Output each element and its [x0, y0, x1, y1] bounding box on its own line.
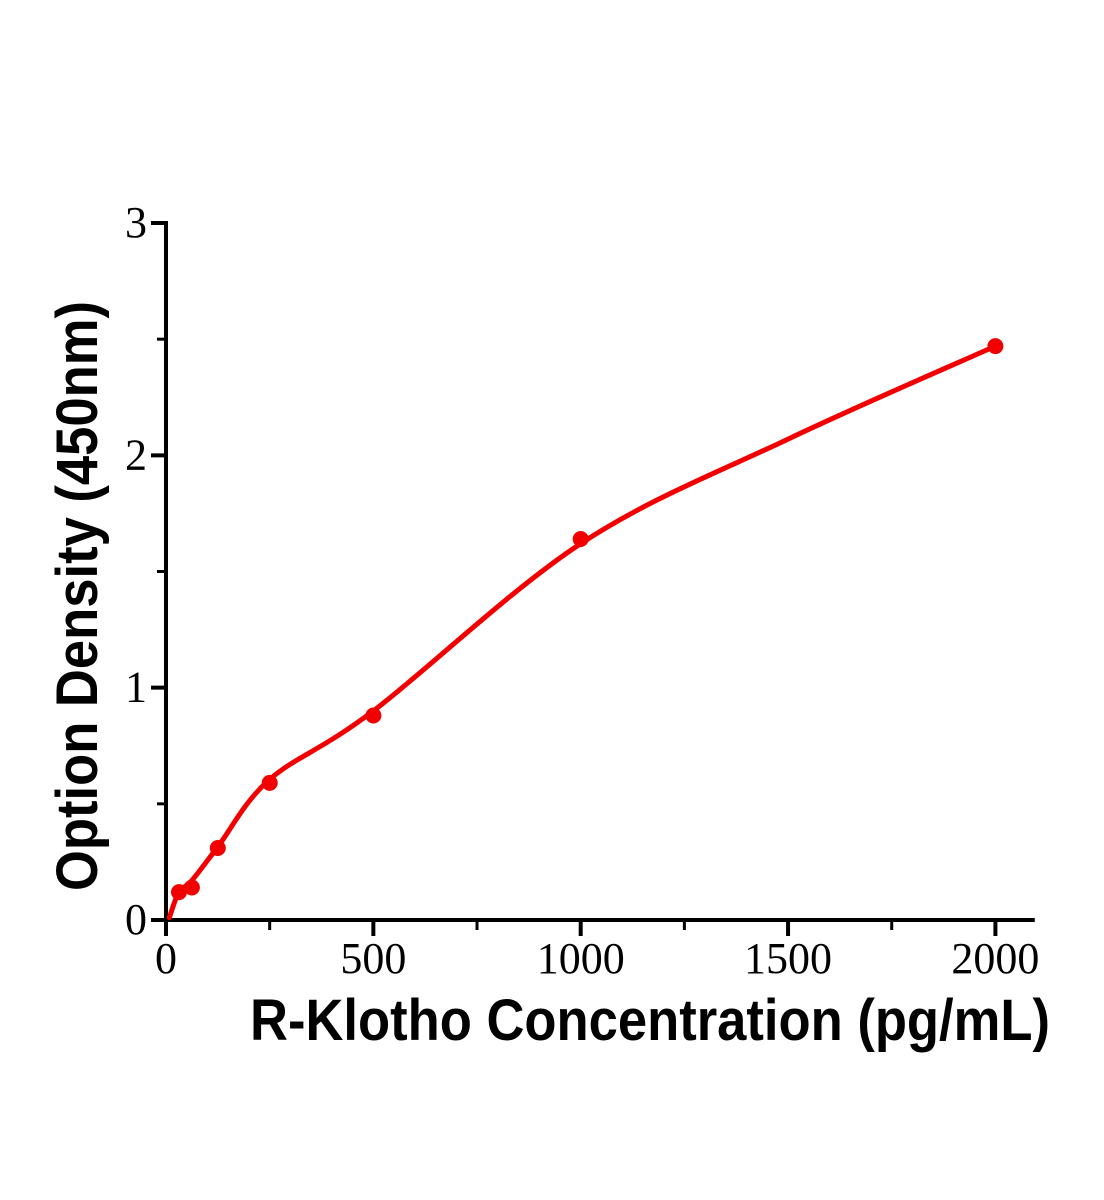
x-axis-title: R-Klotho Concentration (pg/mL) — [250, 988, 1050, 1053]
x-tick-label: 500 — [340, 934, 406, 983]
series-layer — [166, 338, 1004, 921]
data-point-marker — [209, 840, 226, 856]
y-tick-label: 2 — [125, 430, 147, 479]
data-point-marker — [572, 531, 589, 547]
y-tick-label: 0 — [125, 895, 147, 944]
axes-layer: 0 500 1000 1500 2000 0 1 2 3 — [125, 198, 1039, 983]
data-point-marker — [987, 338, 1004, 355]
x-tick-label: 1000 — [537, 934, 625, 983]
data-point-marker — [261, 774, 278, 791]
y-tick-label: 3 — [125, 198, 147, 247]
x-tick-label: 0 — [155, 934, 177, 983]
data-point-marker — [171, 884, 187, 901]
y-tick-label: 1 — [125, 663, 147, 712]
x-tick-label: 1500 — [744, 934, 832, 983]
data-point-marker — [183, 879, 200, 896]
y-axis-title: Option Density (450nm) — [45, 301, 110, 891]
x-tick-label: 2000 — [951, 934, 1039, 983]
standard-curve-line — [166, 343, 998, 921]
data-point-marker — [365, 707, 382, 724]
